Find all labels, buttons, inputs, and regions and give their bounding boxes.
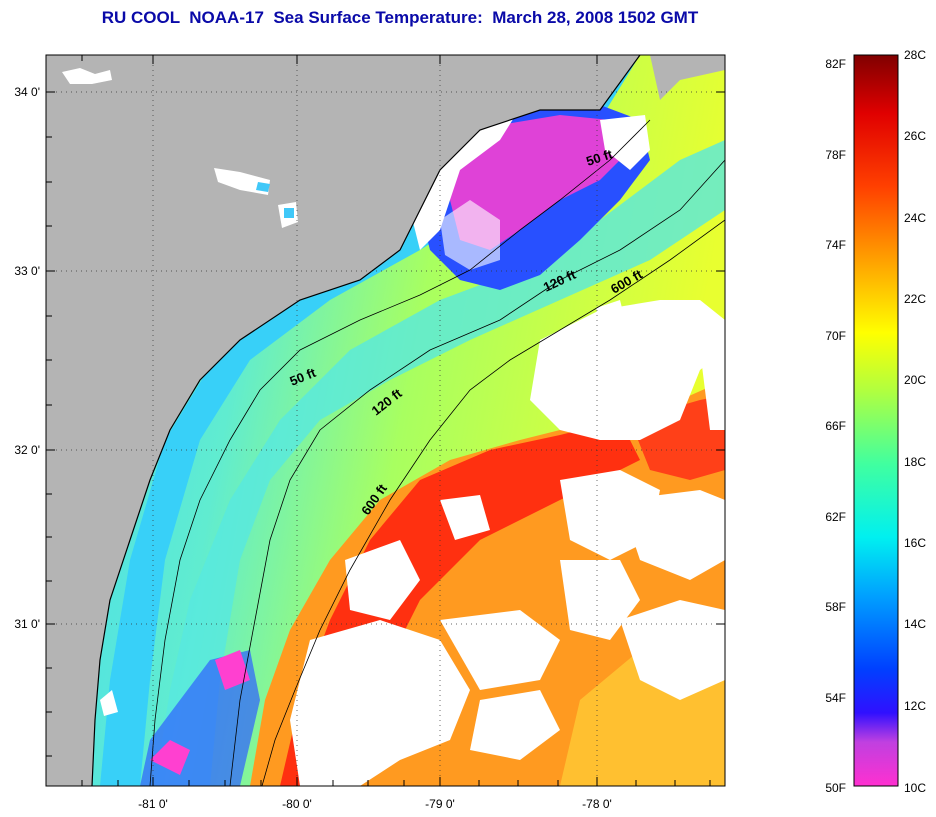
coastline [91,55,641,786]
cb-f-54: 54F [825,691,846,705]
cb-f-78: 78F [825,148,846,162]
cb-c-26: 26C [904,129,926,143]
cb-c-22: 22C [904,292,926,306]
contour-600ft [261,219,725,786]
lon-label-78: -78 0' [582,797,612,811]
colorbar-celsius-scale: 28C 26C 24C 22C 20C 18C 16C 14C 12C 10C [904,48,926,795]
cb-c-12: 12C [904,699,926,713]
graticule [46,55,725,786]
land-mass [46,55,640,786]
lat-label-31: 31 0' [14,617,40,631]
land-mass-north [640,55,725,100]
map-area: 50 ft 50 ft 120 ft 120 ft 600 ft 600 ft [46,55,725,786]
south-cold-spot [150,740,190,775]
inland-lake [256,182,270,192]
cb-f-66: 66F [825,419,846,433]
lat-label-32: 32 0' [14,443,40,457]
cb-f-82: 82F [825,57,846,71]
cb-f-58: 58F [825,600,846,614]
contour-50ft [149,119,651,786]
cb-c-24: 24C [904,211,926,225]
cb-c-28: 28C [904,48,926,62]
cloud-cover [70,108,725,786]
cb-f-62: 62F [825,510,846,524]
cloud-patch [600,115,650,170]
colorbar-fahrenheit-scale: 82F 78F 74F 70F 66F 62F 58F 54F 50F [825,57,846,795]
contour-120ft [229,159,725,786]
map-title: RU COOL NOAA-17 Sea Surface Temperature:… [101,8,699,27]
cb-f-70: 70F [825,329,846,343]
lon-label-80: -80 0' [282,797,312,811]
temperature-colorbar [853,54,899,787]
cb-f-74: 74F [825,238,846,252]
cb-c-18: 18C [904,455,926,469]
south-cold-spot-2 [215,650,250,690]
lat-label-33: 33 0' [14,264,40,278]
inland-lake-2 [284,208,294,218]
coldest-water [450,115,630,250]
map-frame [45,54,726,787]
tick-marks [46,55,725,786]
lat-label-34: 34 0' [14,85,40,99]
cb-c-16: 16C [904,536,926,550]
lon-label-81: -81 0' [138,797,168,811]
lon-label-79: -79 0' [425,797,455,811]
cb-c-10: 10C [904,781,926,795]
cb-c-14: 14C [904,617,926,631]
cb-f-50: 50F [825,781,846,795]
cb-c-20: 20C [904,373,926,387]
